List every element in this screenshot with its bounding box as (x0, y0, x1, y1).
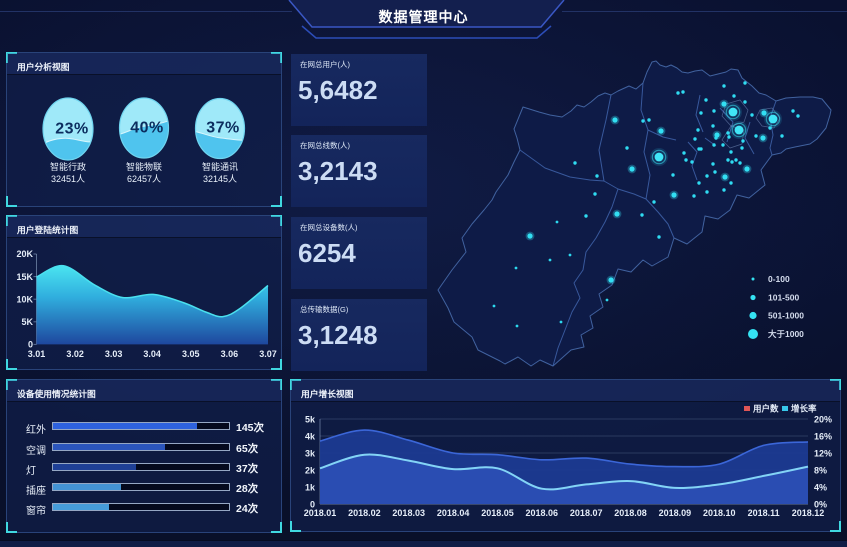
svg-text:32145人: 32145人 (203, 174, 237, 184)
svg-text:37%: 37% (206, 120, 240, 137)
svg-text:10K: 10K (16, 294, 33, 304)
svg-text:5K: 5K (21, 317, 33, 327)
svg-text:增长率: 增长率 (791, 404, 817, 414)
svg-text:2018.11: 2018.11 (748, 508, 780, 518)
svg-text:0-100: 0-100 (768, 274, 790, 284)
svg-text:智能物联: 智能物联 (126, 161, 162, 172)
svg-text:20K: 20K (16, 249, 33, 259)
svg-text:2018.05: 2018.05 (481, 508, 514, 518)
svg-text:20%: 20% (814, 415, 832, 425)
svg-text:2018.01: 2018.01 (304, 508, 337, 518)
svg-text:3.02: 3.02 (66, 349, 84, 359)
svg-text:501-1000: 501-1000 (768, 311, 804, 321)
svg-text:智能行政: 智能行政 (50, 161, 86, 172)
svg-text:16%: 16% (814, 432, 832, 442)
svg-text:2018.02: 2018.02 (348, 508, 381, 518)
svg-text:0%: 0% (814, 500, 827, 510)
svg-text:3k: 3k (305, 449, 316, 459)
svg-text:2018.09: 2018.09 (659, 508, 692, 518)
svg-text:4%: 4% (814, 483, 827, 493)
svg-text:1k: 1k (305, 483, 316, 493)
svg-text:3.06: 3.06 (221, 349, 239, 359)
svg-text:15K: 15K (16, 272, 33, 282)
svg-text:32451人: 32451人 (51, 174, 85, 184)
svg-text:0: 0 (310, 500, 315, 510)
svg-text:3.05: 3.05 (182, 349, 200, 359)
svg-text:2018.03: 2018.03 (392, 508, 425, 518)
svg-text:23%: 23% (55, 121, 89, 138)
svg-text:12%: 12% (814, 449, 832, 459)
svg-text:2018.10: 2018.10 (703, 508, 736, 518)
svg-text:40%: 40% (130, 120, 164, 137)
svg-text:62457人: 62457人 (127, 174, 161, 184)
svg-text:3.07: 3.07 (259, 349, 277, 359)
svg-text:2018.08: 2018.08 (614, 508, 647, 518)
svg-text:智能通讯: 智能通讯 (202, 161, 238, 172)
svg-text:101-500: 101-500 (768, 293, 799, 303)
svg-text:用户数: 用户数 (752, 404, 779, 414)
svg-text:2018.04: 2018.04 (437, 508, 470, 518)
svg-text:0: 0 (28, 340, 33, 350)
svg-text:大于1000: 大于1000 (768, 329, 804, 339)
svg-text:2k: 2k (305, 466, 316, 476)
svg-text:8%: 8% (814, 466, 827, 476)
svg-text:5k: 5k (305, 415, 316, 425)
svg-text:3.03: 3.03 (105, 349, 123, 359)
svg-text:2018.12: 2018.12 (792, 508, 825, 518)
svg-text:2018.07: 2018.07 (570, 508, 603, 518)
svg-text:2018.06: 2018.06 (526, 508, 559, 518)
svg-text:4k: 4k (305, 432, 316, 442)
svg-text:3.04: 3.04 (143, 349, 161, 359)
svg-text:3.01: 3.01 (28, 349, 46, 359)
